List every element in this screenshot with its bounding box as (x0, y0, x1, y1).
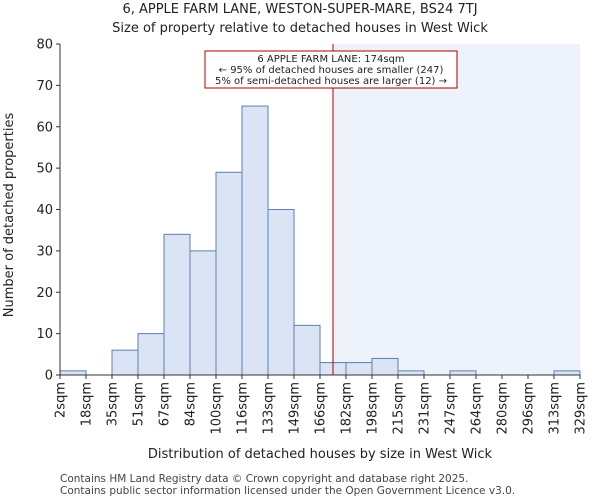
annotation-line-2: ← 95% of detached houses are smaller (24… (219, 65, 444, 76)
x-tick-label: 100sqm (210, 382, 225, 435)
histogram-bar (345, 362, 373, 376)
histogram-bar (215, 171, 243, 376)
x-tick-label: 231sqm (418, 382, 433, 435)
histogram-bar (293, 324, 321, 376)
x-tick-label: 215sqm (392, 382, 407, 435)
annotation-box (204, 50, 458, 89)
x-tick-label: 116sqm (236, 382, 251, 435)
x-tick-label: 51sqm (132, 382, 147, 426)
x-tick-label: 296sqm (522, 382, 537, 435)
x-tick-label: 247sqm (444, 382, 459, 435)
annotation-line-1: 6 APPLE FARM LANE: 174sqm (257, 54, 404, 65)
chart-subtitle: Size of property relative to detached ho… (112, 21, 488, 36)
y-tick-label: 70 (36, 79, 53, 94)
y-tick-label: 30 (36, 244, 53, 259)
x-tick-label: 198sqm (366, 382, 381, 435)
x-tick-label: 182sqm (340, 382, 355, 435)
larger-region-shade (333, 44, 580, 375)
y-tick-label: 40 (36, 203, 53, 218)
y-axis-label: Number of detached properties (2, 113, 17, 318)
footer-line-2: Contains public sector information licen… (60, 485, 516, 497)
histogram-bar (449, 370, 477, 376)
histogram-bar (553, 370, 581, 376)
histogram-bar (371, 357, 399, 376)
y-tick-label: 80 (36, 38, 53, 53)
annotation-line-3: 5% of semi-detached houses are larger (1… (215, 76, 447, 87)
y-tick-label: 20 (36, 286, 53, 301)
histogram-bar (163, 233, 191, 376)
x-tick-label: 166sqm (314, 382, 329, 435)
x-tick-label: 35sqm (106, 382, 121, 426)
x-tick-label: 18sqm (80, 382, 95, 426)
histogram-bar (59, 370, 87, 376)
x-tick-label: 329sqm (574, 382, 589, 435)
x-tick-label: 84sqm (184, 382, 199, 426)
histogram-bar (397, 370, 425, 376)
y-tick-label: 50 (36, 162, 53, 177)
x-tick-label: 67sqm (158, 382, 173, 426)
chart-title: 6, APPLE FARM LANE, WESTON-SUPER-MARE, B… (122, 2, 478, 17)
x-tick-label: 149sqm (288, 382, 303, 435)
histogram-bar (241, 105, 269, 376)
x-tick-label: 313sqm (548, 382, 563, 435)
histogram-chart: 0 10 20 30 40 50 60 70 80 2sqm 18sqm 35sqm 51sqm 67sq… (2, 38, 589, 463)
histogram-bar (111, 349, 139, 376)
histogram-bar (267, 209, 295, 376)
x-tick-label: 133sqm (262, 382, 277, 435)
histogram-bar (189, 250, 217, 376)
y-tick-label: 10 (36, 327, 53, 342)
footer-line-1: Contains HM Land Registry data © Crown c… (60, 473, 469, 485)
y-tick-label: 60 (36, 120, 53, 135)
x-tick-label: 280sqm (496, 382, 511, 435)
x-axis-label: Distribution of detached houses by size … (148, 447, 493, 462)
y-tick-label: 0 (45, 369, 53, 384)
histogram-bar (137, 333, 165, 376)
x-tick-label: 2sqm (54, 382, 69, 418)
x-tick-label: 264sqm (470, 382, 485, 435)
